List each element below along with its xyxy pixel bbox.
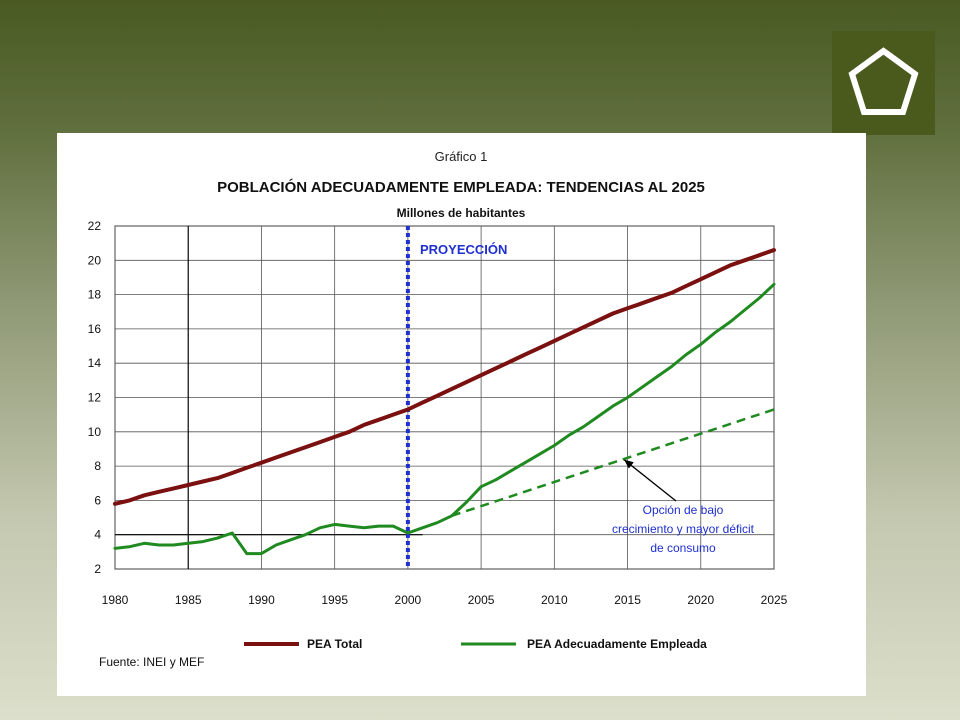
x-axis: 1980 1985 1990 1995 2000 2005 2010 2015 2020 2025 [102, 593, 788, 607]
series-line-2 [451, 408, 775, 517]
series-line-1 [113, 282, 776, 556]
series-group [113, 248, 776, 556]
annotation-line-3: de consumo [650, 541, 716, 555]
legend-label-pea-adecuada: PEA Adecuadamente Empleada [527, 637, 707, 651]
x-tick-label: 2015 [614, 593, 641, 607]
x-tick-label: 2000 [395, 593, 422, 607]
y-tick-label: 22 [88, 219, 102, 233]
y-tick-label: 14 [88, 356, 102, 370]
projection-label: PROYECCIÓN [420, 242, 507, 257]
x-tick-label: 2005 [468, 593, 495, 607]
annotation-line-1: Opción de bajo [643, 503, 724, 517]
x-tick-label: 2025 [761, 593, 788, 607]
x-tick-label: 1980 [102, 593, 129, 607]
source-note: Fuente: INEI y MEF [99, 655, 204, 669]
y-tick-label: 12 [88, 391, 102, 405]
y-tick-label: 8 [94, 459, 101, 473]
chart-svg: Gráfico 1 POBLACIÓN ADECUADAMENTE EMPLEA… [88, 149, 788, 669]
legend-label-pea-total: PEA Total [307, 637, 362, 651]
annotation-arrowhead [624, 459, 634, 469]
y-tick-label: 20 [88, 253, 102, 267]
x-tick-label: 1995 [321, 593, 348, 607]
y-axis: 2 4 6 8 10 12 14 16 18 20 22 [88, 219, 102, 576]
x-tick-label: 1985 [175, 593, 202, 607]
series-line-0 [113, 248, 776, 506]
y-tick-label: 18 [88, 288, 102, 302]
y-tick-label: 10 [88, 425, 102, 439]
annotation: Opción de bajo crecimiento y mayor défic… [612, 459, 755, 555]
chart-panel: Gráfico 1 POBLACIÓN ADECUADAMENTE EMPLEA… [57, 133, 866, 696]
x-tick-label: 2010 [541, 593, 568, 607]
y-tick-label: 16 [88, 322, 102, 336]
y-tick-label: 4 [94, 528, 101, 542]
annotation-arrow [623, 459, 677, 502]
x-tick-label: 2020 [687, 593, 714, 607]
legend: PEA Total PEA Adecuadamente Empleada [244, 637, 707, 651]
chart-subtitle: Millones de habitantes [397, 206, 526, 220]
chart-grid [114, 225, 775, 570]
y-tick-label: 2 [94, 562, 101, 576]
chart-title: POBLACIÓN ADECUADAMENTE EMPLEADA: TENDEN… [217, 178, 705, 196]
figure-label: Gráfico 1 [435, 149, 488, 164]
annotation-line-2: crecimiento y mayor déficit [612, 522, 755, 536]
y-tick-label: 6 [94, 493, 101, 507]
logo [832, 31, 935, 135]
x-tick-label: 1990 [248, 593, 275, 607]
pentagon-logo-icon [848, 47, 919, 115]
